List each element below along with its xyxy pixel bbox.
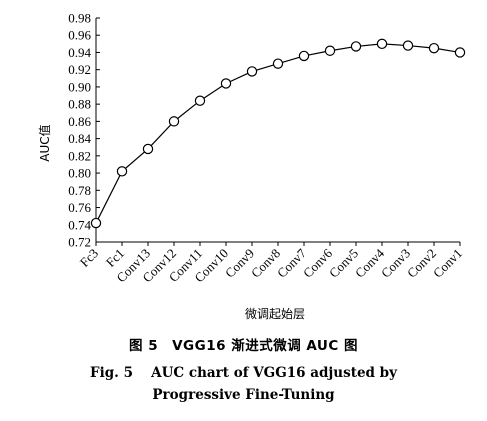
x-axis-title: 微调起始层 (245, 307, 305, 321)
x-tick-label: Conv8 (248, 246, 283, 281)
data-point (402, 40, 414, 51)
data-point (194, 95, 206, 106)
y-tick-label: 0.86 (68, 114, 91, 129)
x-tick-label: Conv2 (404, 246, 439, 281)
figure-caption-english-line1: Fig. 5 AUC chart of VGG16 adjusted by (90, 365, 397, 381)
data-point (90, 217, 102, 229)
y-tick-label: 0.72 (68, 235, 91, 250)
figure-caption-english-line2: Progressive Fine-Tuning (152, 387, 335, 403)
y-axis-title: AUC值 (37, 124, 52, 161)
data-point (220, 78, 232, 89)
data-point (246, 66, 258, 77)
x-axis-ticks: Fc3 Fc1Conv13Conv12Conv11Conv10Conv9Conv8… (77, 242, 465, 285)
y-tick-label: 0.94 (68, 45, 91, 60)
y-tick-label: 0.78 (68, 183, 91, 198)
data-point (324, 45, 336, 56)
data-point (376, 38, 388, 50)
x-tick-label: Conv1 (430, 246, 465, 281)
data-point (454, 47, 466, 58)
data-point-markers (90, 38, 466, 229)
data-point (350, 41, 362, 52)
data-point (116, 166, 128, 177)
y-tick-label: 0.76 (68, 200, 91, 215)
auc-series-line (95, 43, 461, 224)
x-tick-label: Conv3 (378, 246, 413, 281)
data-point (298, 50, 310, 62)
x-tick-label: Conv9 (222, 246, 257, 281)
chart-axes (95, 18, 460, 243)
y-tick-label: 0.82 (68, 148, 91, 163)
auc-line-chart: 0.72 0.74 0.76 0.78 0.80 0.82 0.84 0.86 0.88 0.90… (37, 11, 466, 321)
y-tick-label: 0.98 (68, 11, 91, 26)
figure-caption-chinese: 图 5 VGG16 渐进式微调 AUC 图 (129, 338, 358, 354)
y-tick-label: 0.96 (68, 28, 91, 43)
data-point (428, 42, 440, 54)
y-axis-ticks: 0.72 0.74 0.76 0.78 0.80 0.82 0.84 0.86 0.88 0.90… (68, 11, 100, 250)
y-tick-label: 0.88 (68, 97, 91, 112)
x-tick-label: Conv5 (326, 246, 361, 281)
data-point (142, 143, 154, 155)
data-point (168, 116, 180, 127)
data-point (272, 58, 284, 69)
y-tick-label: 0.84 (68, 131, 91, 146)
y-tick-label: 0.92 (68, 62, 91, 77)
y-tick-label: 0.80 (68, 166, 91, 181)
y-tick-label: 0.74 (68, 217, 91, 232)
y-tick-label: 0.90 (68, 79, 91, 94)
